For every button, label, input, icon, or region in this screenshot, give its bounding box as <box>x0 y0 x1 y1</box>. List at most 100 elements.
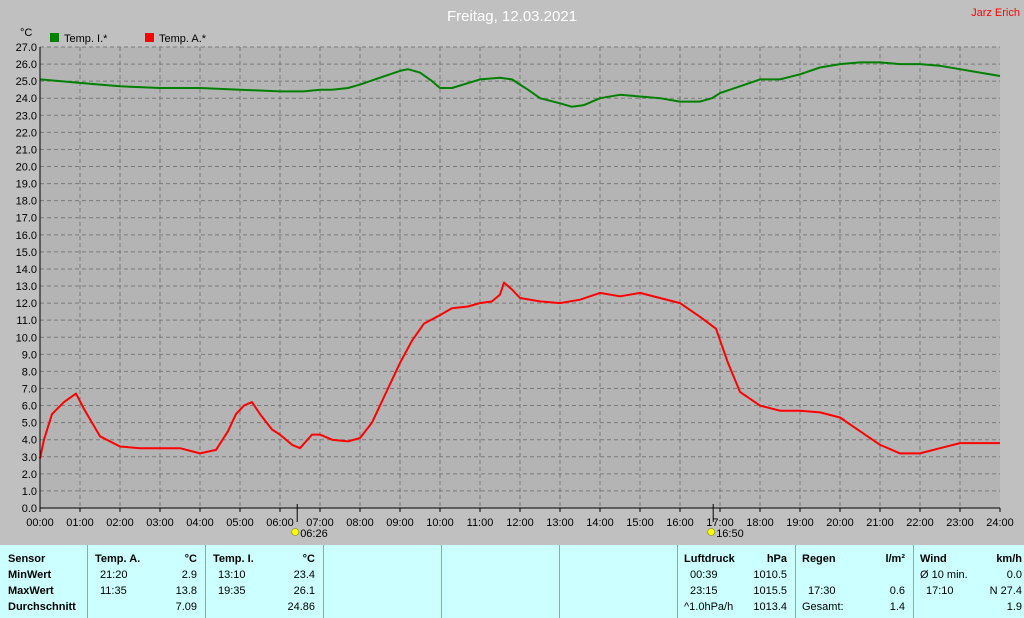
sunrise-label: 06:26 <box>300 528 328 540</box>
col-empty-2 <box>442 545 560 618</box>
temp-i-max-time: 19:35 <box>218 585 246 597</box>
y-tick-label: 21.0 <box>16 144 37 156</box>
y-tick-label: 15.0 <box>16 247 37 259</box>
temp-i-average: 24.86 <box>287 601 315 613</box>
luftdruck-min-value: 1010.5 <box>753 569 787 581</box>
series-line-inside <box>39 61 1001 108</box>
chart-title: Freitag, 12.03.2021 <box>447 8 577 25</box>
y-tick-label: 16.0 <box>16 230 37 242</box>
x-tick-label: 14:00 <box>586 517 614 529</box>
x-tick-label: 04:00 <box>186 517 214 529</box>
luftdruck-max-value: 1015.5 <box>753 585 787 597</box>
temp-a-min-value: 2.9 <box>181 569 197 581</box>
y-tick-label: 24.0 <box>16 93 37 105</box>
x-tick-label: 13:00 <box>546 517 574 529</box>
x-tick-label: 23:00 <box>946 517 974 529</box>
temp-i-min-value: 23.4 <box>293 569 315 581</box>
sunset-label: 16:50 <box>716 528 744 540</box>
x-tick-label: 15:00 <box>626 517 654 529</box>
regen-header: Regen <box>802 553 836 565</box>
legend: Temp. I.* Temp. A.* <box>50 33 207 45</box>
y-tick-label: 1.0 <box>22 486 37 498</box>
luftdruck-max-time: 23:15 <box>690 585 718 597</box>
temp-a-unit: °C <box>184 553 197 565</box>
y-tick-label: 18.0 <box>16 196 37 208</box>
wind-max-time: 17:10 <box>926 585 954 597</box>
x-tick-label: 09:00 <box>386 517 414 529</box>
y-tick-label: 6.0 <box>22 401 37 413</box>
legend-swatch-outside <box>145 33 154 42</box>
x-tick-label: 21:00 <box>866 517 894 529</box>
series-lines <box>39 61 1001 459</box>
x-tick-label: 22:00 <box>906 517 934 529</box>
sensor-row-max: MaxWert <box>8 585 54 597</box>
col-temp-a: Temp. A. °C 21:20 2.9 11:35 13.8 7.09 <box>88 545 206 618</box>
wind-avg-label: Ø 10 min. <box>920 569 968 581</box>
x-tick-label: 16:00 <box>666 517 694 529</box>
temp-a-min-time: 21:20 <box>100 569 128 581</box>
y-tick-label: 4.0 <box>22 435 37 447</box>
col-regen: Regen l/m² 17:30 0.6 Gesamt: 1.4 <box>796 545 914 618</box>
wind-unit: km/h <box>996 553 1022 565</box>
wind-max-value: N 27.4 <box>989 585 1022 597</box>
x-tick-label: 05:00 <box>226 517 254 529</box>
x-tick-label: 20:00 <box>826 517 854 529</box>
temp-i-max-value: 26.1 <box>293 585 315 597</box>
y-tick-label: 7.0 <box>22 383 37 395</box>
y-tick-label: 22.0 <box>16 127 37 139</box>
luftdruck-trend-value: 1013.4 <box>753 601 787 613</box>
sensor-row-min: MinWert <box>8 569 52 581</box>
sensor-row-avg: Durchschnitt <box>8 601 76 613</box>
temp-i-unit: °C <box>302 553 315 565</box>
temp-i-header: Temp. I. <box>213 553 254 565</box>
regen-total-value: 1.4 <box>889 601 905 613</box>
y-tick-label: 12.0 <box>16 298 37 310</box>
author-label: Jarz Erich <box>971 7 1020 19</box>
col-temp-i: Temp. I. °C 13:10 23.4 19:35 26.1 24.86 <box>206 545 324 618</box>
y-tick-label: 23.0 <box>16 110 37 122</box>
sun-markers: 06:26 16:50 <box>291 504 744 540</box>
y-tick-label: 19.0 <box>16 179 37 191</box>
x-tick-label: 19:00 <box>786 517 814 529</box>
y-tick-label: 2.0 <box>22 469 37 481</box>
luftdruck-unit: hPa <box>766 553 787 565</box>
wind-last-value: 1.9 <box>1006 601 1022 613</box>
sensor-header: Sensor <box>8 553 46 565</box>
legend-label-inside: Temp. I.* <box>64 33 108 45</box>
plot-area <box>40 47 1000 508</box>
y-tick-label: 13.0 <box>16 281 37 293</box>
x-tick-label: 03:00 <box>146 517 174 529</box>
col-sensor: Sensor MinWert MaxWert Durchschnitt <box>0 545 88 618</box>
x-tick-label: 06:00 <box>266 517 294 529</box>
y-tick-label: 27.0 <box>16 42 37 54</box>
series-line-outside <box>39 281 1000 459</box>
grid-lines <box>40 46 1000 508</box>
y-tick-label: 26.0 <box>16 59 37 71</box>
y-tick-label: 0.0 <box>22 503 37 515</box>
temp-i-min-time: 13:10 <box>218 569 246 581</box>
col-empty-1 <box>324 545 442 618</box>
sunset-icon <box>707 528 716 536</box>
col-empty-3 <box>560 545 678 618</box>
y-axis-unit: °C <box>20 27 32 39</box>
temp-a-max-value: 13.8 <box>175 585 197 597</box>
y-tick-label: 9.0 <box>22 349 37 361</box>
regen-total-label: Gesamt: <box>802 601 844 613</box>
luftdruck-min-time: 00:39 <box>690 569 718 581</box>
y-tick-label: 11.0 <box>16 315 37 327</box>
x-tick-label: 00:00 <box>26 517 54 529</box>
legend-label-outside: Temp. A.* <box>159 33 207 45</box>
col-wind: Wind km/h Ø 10 min. 0.0 17:10 N 27.4 1.9 <box>914 545 1024 618</box>
statistics-panel: Sensor MinWert MaxWert Durchschnitt Temp… <box>0 545 1024 618</box>
temp-a-header: Temp. A. <box>95 553 141 565</box>
y-tick-label: 8.0 <box>22 366 37 378</box>
regen-value: 0.6 <box>889 585 905 597</box>
sunrise-icon <box>291 528 300 536</box>
x-tick-label: 18:00 <box>746 517 774 529</box>
y-tick-label: 20.0 <box>16 162 37 174</box>
wind-avg-value: 0.0 <box>1006 569 1022 581</box>
x-axis-ticks: 00:00 01:00 02:00 03:00 04:00 05:00 06:00 07:00… <box>26 508 1014 529</box>
x-tick-label: 08:00 <box>346 517 374 529</box>
x-tick-label: 11:00 <box>467 517 494 529</box>
y-tick-label: 10.0 <box>16 332 37 344</box>
